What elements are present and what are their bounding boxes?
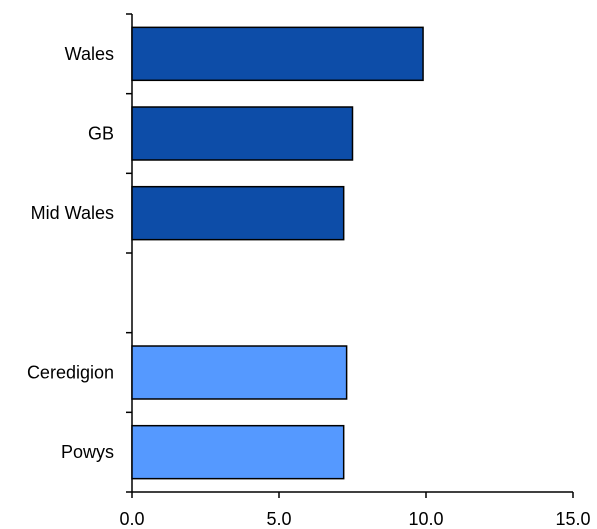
category-label-powys: Powys	[61, 442, 114, 462]
category-label-wales: Wales	[65, 44, 114, 64]
category-label-gb: GB	[88, 124, 114, 144]
bar-mid-wales	[131, 185, 345, 241]
bar-ceredigion	[131, 345, 348, 400]
x-tick-label: 10.0	[408, 509, 443, 529]
x-tick-label: 5.0	[266, 509, 291, 529]
category-label-mid-wales: Mid Wales	[31, 203, 114, 223]
x-tick-labels: 0.0 5.0 10.0 15.0	[119, 509, 590, 529]
x-tick-label: 0.0	[119, 509, 144, 529]
bars	[131, 26, 424, 480]
bar-gb	[131, 106, 354, 161]
bar-wales	[131, 26, 424, 82]
category-labels: Wales GB Mid Wales Ceredigion Powys	[27, 44, 114, 462]
axes	[126, 13, 574, 498]
bar-powys	[131, 424, 345, 480]
category-label-ceredigion: Ceredigion	[27, 363, 114, 383]
x-tick-label: 15.0	[555, 509, 590, 529]
